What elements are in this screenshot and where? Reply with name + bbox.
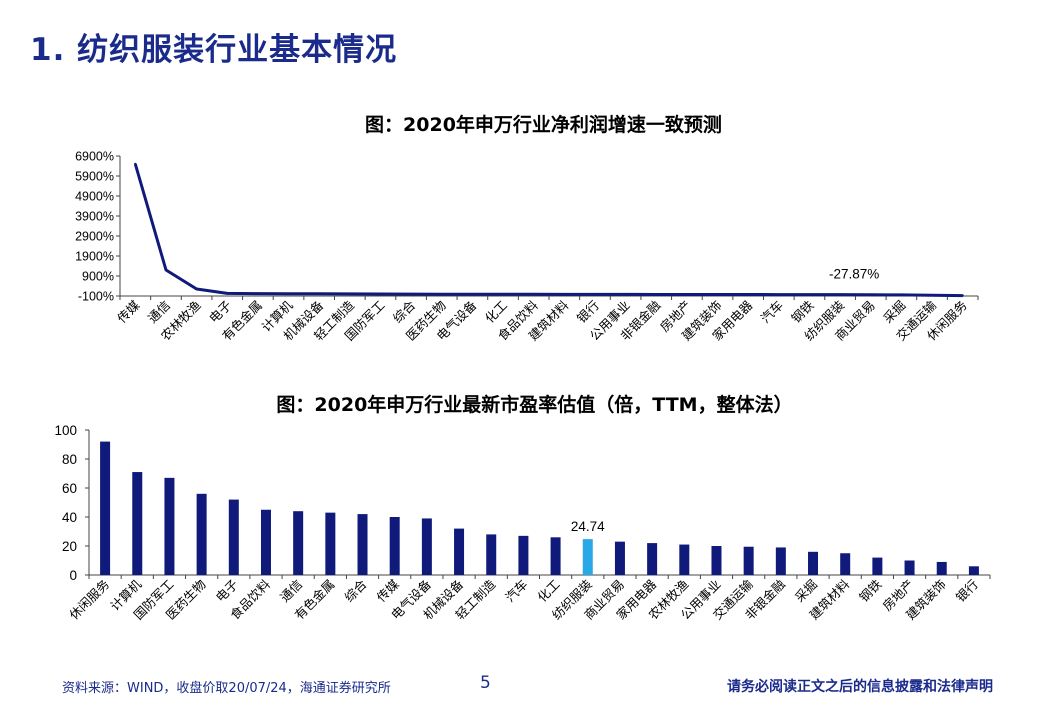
line-point bbox=[287, 292, 290, 295]
bar bbox=[196, 493, 207, 575]
line-point bbox=[317, 292, 321, 295]
bar bbox=[228, 499, 239, 575]
bar-y-tick-label: 60 bbox=[62, 481, 77, 496]
bar-category-label: 电子 bbox=[213, 577, 241, 605]
line-point bbox=[869, 293, 872, 296]
bar bbox=[486, 534, 497, 575]
line-y-tick-label: 5900% bbox=[75, 170, 114, 184]
line-point bbox=[777, 293, 781, 296]
line-point bbox=[226, 292, 229, 295]
bar-category-label: 化工 bbox=[534, 577, 562, 605]
bar-y-tick-label: 20 bbox=[62, 539, 77, 554]
line-category-label: 传媒 bbox=[114, 297, 143, 326]
line-point bbox=[655, 293, 658, 296]
line-point bbox=[471, 293, 474, 296]
line-point bbox=[624, 293, 627, 296]
line-point bbox=[808, 293, 811, 296]
line-point bbox=[685, 293, 689, 296]
bar bbox=[132, 472, 143, 575]
bar bbox=[164, 477, 175, 575]
bar bbox=[518, 535, 529, 575]
line-y-tick-label: 3900% bbox=[75, 210, 114, 224]
bar-category-label: 钢铁 bbox=[856, 576, 885, 605]
line-point bbox=[563, 293, 566, 296]
bar-category-label: 银行 bbox=[953, 577, 981, 605]
line-chart-title: 图：2020年申万行业净利润增速一致预测 bbox=[365, 114, 722, 136]
line-y-tick-label: 6900% bbox=[75, 150, 114, 164]
bar bbox=[550, 537, 561, 575]
page-title: 1. 纺织服装行业基本情况 bbox=[30, 32, 398, 68]
bar-y-tick-label: 80 bbox=[62, 452, 77, 467]
bar bbox=[454, 528, 465, 575]
line-point bbox=[593, 293, 597, 296]
legal-disclaimer: 请务必阅读正文之后的信息披露和法律声明 bbox=[727, 679, 993, 695]
line-series bbox=[133, 163, 963, 298]
bar-y-tick-label: 0 bbox=[69, 568, 77, 583]
bar bbox=[614, 541, 625, 575]
source-note: 资料来源：WIND，收盘价取20/07/24，海通证券研究所 bbox=[62, 681, 391, 696]
bar-y-tick-label: 40 bbox=[62, 510, 77, 525]
line-point bbox=[532, 293, 535, 296]
bar bbox=[775, 547, 786, 575]
bar bbox=[357, 514, 368, 575]
line-point bbox=[440, 292, 443, 296]
line-point bbox=[746, 293, 750, 296]
bar bbox=[582, 539, 593, 575]
bar bbox=[647, 543, 658, 575]
bar-highlight-label: 24.74 bbox=[571, 519, 605, 534]
bar-chart-title: 图：2020年申万行业最新市盈率估值（倍，TTM，整体法） bbox=[276, 394, 793, 416]
line-point bbox=[379, 292, 382, 296]
bar bbox=[679, 544, 690, 575]
bar bbox=[936, 561, 947, 575]
bar-category-label: 通信 bbox=[277, 577, 305, 605]
line-y-tick-label: 1900% bbox=[75, 250, 114, 264]
bar bbox=[840, 553, 851, 575]
line-point bbox=[930, 294, 934, 297]
line-point bbox=[716, 293, 719, 296]
line-y-tick-label: -100% bbox=[78, 290, 114, 304]
bar-y-tick-label: 100 bbox=[54, 423, 77, 438]
bar-category-label: 采掘 bbox=[792, 577, 820, 605]
line-point bbox=[961, 294, 964, 297]
bar bbox=[711, 546, 722, 575]
line-point bbox=[256, 292, 260, 295]
bar bbox=[100, 441, 111, 575]
bar bbox=[389, 517, 400, 575]
bar-category-label: 传媒 bbox=[374, 576, 403, 605]
bar-category-label: 汽车 bbox=[502, 577, 530, 605]
bar bbox=[421, 518, 432, 575]
line-category-label: 汽车 bbox=[758, 298, 786, 326]
line-point bbox=[838, 293, 842, 296]
bar bbox=[260, 509, 271, 575]
line-y-tick-label: 2900% bbox=[75, 230, 114, 244]
page-number: 5 bbox=[480, 673, 491, 693]
bar bbox=[872, 557, 883, 575]
bar bbox=[808, 551, 819, 575]
line-point bbox=[164, 268, 168, 272]
bar bbox=[968, 566, 979, 575]
line-annotation-label: -27.87% bbox=[829, 267, 879, 282]
line-point bbox=[195, 287, 198, 291]
line-point bbox=[409, 292, 413, 296]
bar bbox=[743, 546, 754, 575]
bar bbox=[325, 512, 336, 575]
line-point bbox=[348, 292, 352, 296]
line-point bbox=[134, 162, 137, 166]
line-point bbox=[900, 293, 903, 297]
bar-category-label: 综合 bbox=[341, 576, 370, 605]
line-y-tick-label: 900% bbox=[82, 270, 114, 284]
bar bbox=[293, 511, 304, 575]
line-point bbox=[501, 293, 505, 296]
bar bbox=[904, 560, 915, 575]
line-y-tick-label: 4900% bbox=[75, 190, 114, 204]
bar-category-label: 休闲服务 bbox=[66, 577, 112, 623]
